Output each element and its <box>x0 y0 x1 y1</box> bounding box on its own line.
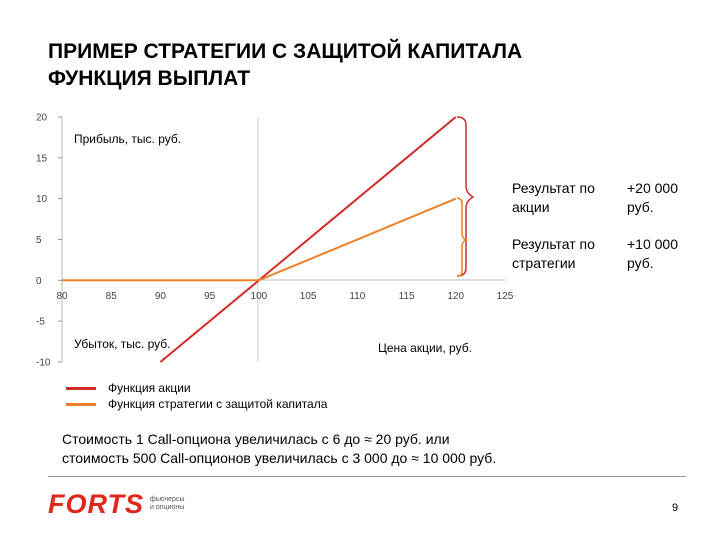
x-tick-label: 90 <box>155 291 167 302</box>
x-axis-label: Цена акции, руб. <box>378 341 472 355</box>
result-strategy-value-line-1: +10 000 <box>627 236 678 252</box>
result-strategy-label-line-1: Результат по <box>512 236 595 252</box>
logo-subtitle: фьючерсы и опционы <box>150 496 184 512</box>
result-stock-label-line-2: акции <box>512 199 550 215</box>
series-line-strategy <box>62 197 457 282</box>
loss-label: Убыток, тыс. руб. <box>74 337 170 351</box>
profit-label: Прибыль, тыс. руб. <box>74 132 181 146</box>
legend-label-strategy: Функция стратегии с защитой капитала <box>108 397 328 411</box>
explanation-note: Стоимость 1 Call-опциона увеличилась с 6… <box>62 430 682 468</box>
note-line-1: Стоимость 1 Call-опциона увеличилась с 6… <box>62 431 450 447</box>
logo-subtitle-line-2: и опционы <box>150 504 185 511</box>
legend-item-stock: Функция акции <box>66 380 327 396</box>
logo-subtitle-line-1: фьючерсы <box>150 496 185 503</box>
y-tick-label: 0 <box>36 276 42 287</box>
note-line-2: стоимость 500 Call-опционов увеличилась … <box>62 450 497 466</box>
result-stock-brace <box>456 116 475 277</box>
y-tick-labels: 20 15 10 5 0 -5 -10 <box>36 113 62 369</box>
legend-swatch-strategy <box>66 402 96 406</box>
y-tick-label: -5 <box>36 317 45 328</box>
footer-divider <box>48 476 686 477</box>
logo-wordmark: FORTS <box>48 489 145 519</box>
x-tick-label: 100 <box>251 291 268 302</box>
slide-title-line-1: ПРИМЕР СТРАТЕГИИ С ЗАЩИТОЙ КАПИТАЛА <box>48 40 523 63</box>
result-stock-label-line-1: Результат по <box>512 180 595 196</box>
page-number: 9 <box>672 502 679 514</box>
y-tick-label: 20 <box>36 113 48 124</box>
x-tick-label: 105 <box>300 291 317 302</box>
slide-title: ПРИМЕР СТРАТЕГИИ С ЗАЩИТОЙ КАПИТАЛА ФУНК… <box>48 38 688 92</box>
result-strategy-brace <box>456 197 468 277</box>
y-tick-label: -10 <box>36 358 51 369</box>
y-tick-label: 15 <box>36 153 48 164</box>
result-stock-value-line-2: руб. <box>627 199 654 215</box>
series-line-stock <box>159 116 457 363</box>
forts-logo: FORTS фьючерсы и опционы <box>48 490 184 518</box>
y-tick-label: 10 <box>36 194 48 205</box>
legend-item-strategy: Функция стратегии с защитой капитала <box>66 396 327 412</box>
x-tick-label: 115 <box>399 291 415 302</box>
y-tick-label: 5 <box>36 235 42 246</box>
result-strategy-label-line-2: стратегии <box>512 255 575 271</box>
chart-series <box>62 116 457 363</box>
result-stock-value-line-1: +20 000 <box>627 180 678 196</box>
x-tick-labels: 80 85 90 95 100 105 110 115 120 125 <box>56 291 513 302</box>
result-strategy-value-line-2: руб. <box>627 255 654 271</box>
x-tick-label: 80 <box>56 291 68 302</box>
x-tick-label: 125 <box>497 291 514 302</box>
x-tick-label: 95 <box>204 291 216 302</box>
legend-swatch-stock <box>66 386 96 390</box>
legend-label-stock: Функция акции <box>108 381 191 395</box>
chart-axes <box>61 117 505 362</box>
x-tick-label: 110 <box>349 291 365 302</box>
slide-title-line-2: ФУНКЦИЯ ВЫПЛАТ <box>48 67 251 90</box>
x-tick-label: 85 <box>106 291 118 302</box>
x-tick-label: 120 <box>447 291 464 302</box>
chart-legend: Функция акции Функция стратегии с защито… <box>66 380 327 412</box>
